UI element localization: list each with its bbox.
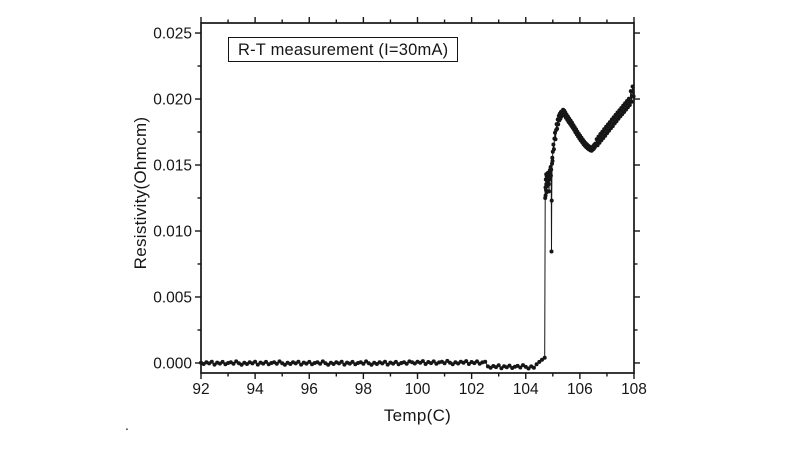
data-point [549,198,554,203]
data-point [318,361,323,366]
data-point [518,365,523,370]
data-point [546,182,551,187]
data-point [553,137,558,142]
data-point [626,96,631,101]
data-point [630,84,635,89]
data-point [627,103,632,107]
data-point [431,359,436,364]
data-point [404,361,409,366]
data-point [526,366,531,371]
data-point [253,359,258,364]
data-point [475,359,479,364]
data-point [534,362,539,367]
data-point [274,361,279,366]
data-point [551,147,556,152]
data-point [551,142,556,147]
data-point [220,359,225,364]
data-point [264,359,268,364]
data-point [542,355,547,360]
data-point [383,359,387,364]
x-tick-label: 94 [247,381,265,398]
x-tick-label: 102 [459,381,485,398]
data-point [548,173,553,178]
data-point [307,359,312,364]
x-tick-label: 104 [513,381,539,398]
data-point [450,362,455,367]
chart-title-box: R-T measurement (I=30mA) [228,37,459,62]
y-axis-title: Resistivity(Ohmcm) [131,116,150,270]
data-point [326,362,331,367]
axis-frame [200,22,635,374]
data-point [549,167,554,172]
x-tick-label: 106 [567,381,593,398]
y-tick-label: 0.000 [153,355,192,372]
data-point [442,361,447,366]
data-point [549,249,554,254]
data-point [464,359,469,364]
data-point [550,155,555,160]
y-tick-label: 0.010 [153,223,192,240]
data-point [628,89,633,94]
data-point [239,362,244,367]
data-polyline [200,86,635,370]
data-point [547,189,551,194]
data-point [537,359,542,364]
data-point [350,359,355,364]
data-point [496,363,501,368]
y-tick-label: 0.015 [153,158,192,175]
x-tick-label: 100 [405,381,431,398]
data-point [369,362,374,367]
data-point [556,122,561,127]
stray-mark: . [125,417,129,433]
data-point [631,94,636,99]
y-tick-label: 0.020 [153,92,192,109]
data-point [231,361,236,366]
x-axis-title: Temp(C) [383,406,452,425]
x-tick-label: 108 [621,381,647,398]
data-point [629,99,634,104]
data-point [555,126,560,131]
data-point [282,362,287,367]
x-tick-label: 92 [192,381,209,398]
data-point [507,363,512,368]
data-point [420,359,425,364]
data-point [393,359,398,364]
y-tick-label: 0.025 [153,26,192,43]
data-point [531,365,536,370]
x-tick-label: 96 [301,381,318,398]
data-point [483,359,488,364]
data-point [296,359,301,364]
x-tick-label: 98 [355,381,372,398]
data-point [361,361,366,366]
data-point [550,159,555,163]
data-point [543,193,548,198]
y-tick-label: 0.005 [153,289,192,306]
data-point [209,359,214,364]
data-point [339,359,344,364]
